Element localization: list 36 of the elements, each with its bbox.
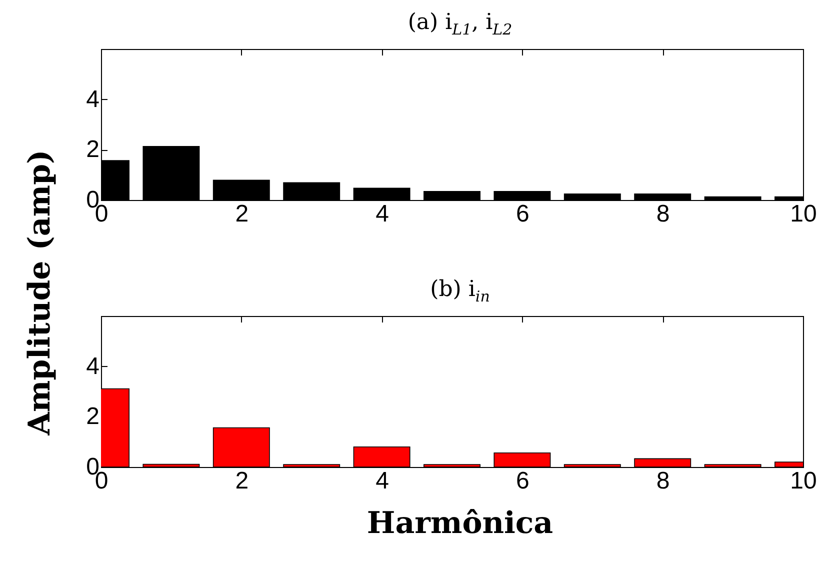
- y-tick-label: 2: [86, 403, 100, 430]
- bar: [424, 191, 480, 200]
- bar: [634, 194, 692, 200]
- y-tick-label: 2: [86, 136, 100, 164]
- x-tick-label: 8: [656, 200, 670, 228]
- bar: [142, 146, 200, 200]
- x-tick-label: 6: [516, 468, 530, 494]
- bar: [704, 196, 762, 200]
- x-tick-label: 10: [790, 200, 817, 228]
- bar: [564, 464, 621, 467]
- y-axis-title: Amplitude (amp): [22, 148, 58, 438]
- bar: [564, 194, 621, 200]
- chart-title: (a) i$_{L1}$, i$_{L2}$: [406, 10, 514, 38]
- bar: [283, 182, 340, 200]
- bar: [212, 427, 270, 467]
- x-tick-label: 4: [376, 200, 389, 228]
- y-tick-label: 4: [86, 86, 100, 113]
- bar: [494, 191, 551, 200]
- x-tick-label: 2: [235, 200, 249, 228]
- x-tick-label: 10: [790, 468, 817, 494]
- bar: [494, 452, 551, 467]
- x-tick-label: 6: [516, 200, 530, 228]
- bar: [704, 464, 762, 467]
- bar: [424, 464, 480, 467]
- x-tick-label: 2: [235, 468, 249, 494]
- x-tick-label: 4: [376, 468, 389, 494]
- bar: [634, 458, 692, 467]
- bar: [353, 446, 410, 467]
- bar: [212, 180, 270, 200]
- bar: [353, 188, 410, 200]
- y-tick-label: 4: [86, 352, 100, 380]
- x-tick-label: 8: [656, 468, 670, 494]
- chart-title: (b) i$_{in}$: [429, 277, 491, 306]
- bar: [283, 464, 340, 467]
- bar: [142, 464, 200, 467]
- x-axis-title: Harmônica: [366, 506, 554, 541]
